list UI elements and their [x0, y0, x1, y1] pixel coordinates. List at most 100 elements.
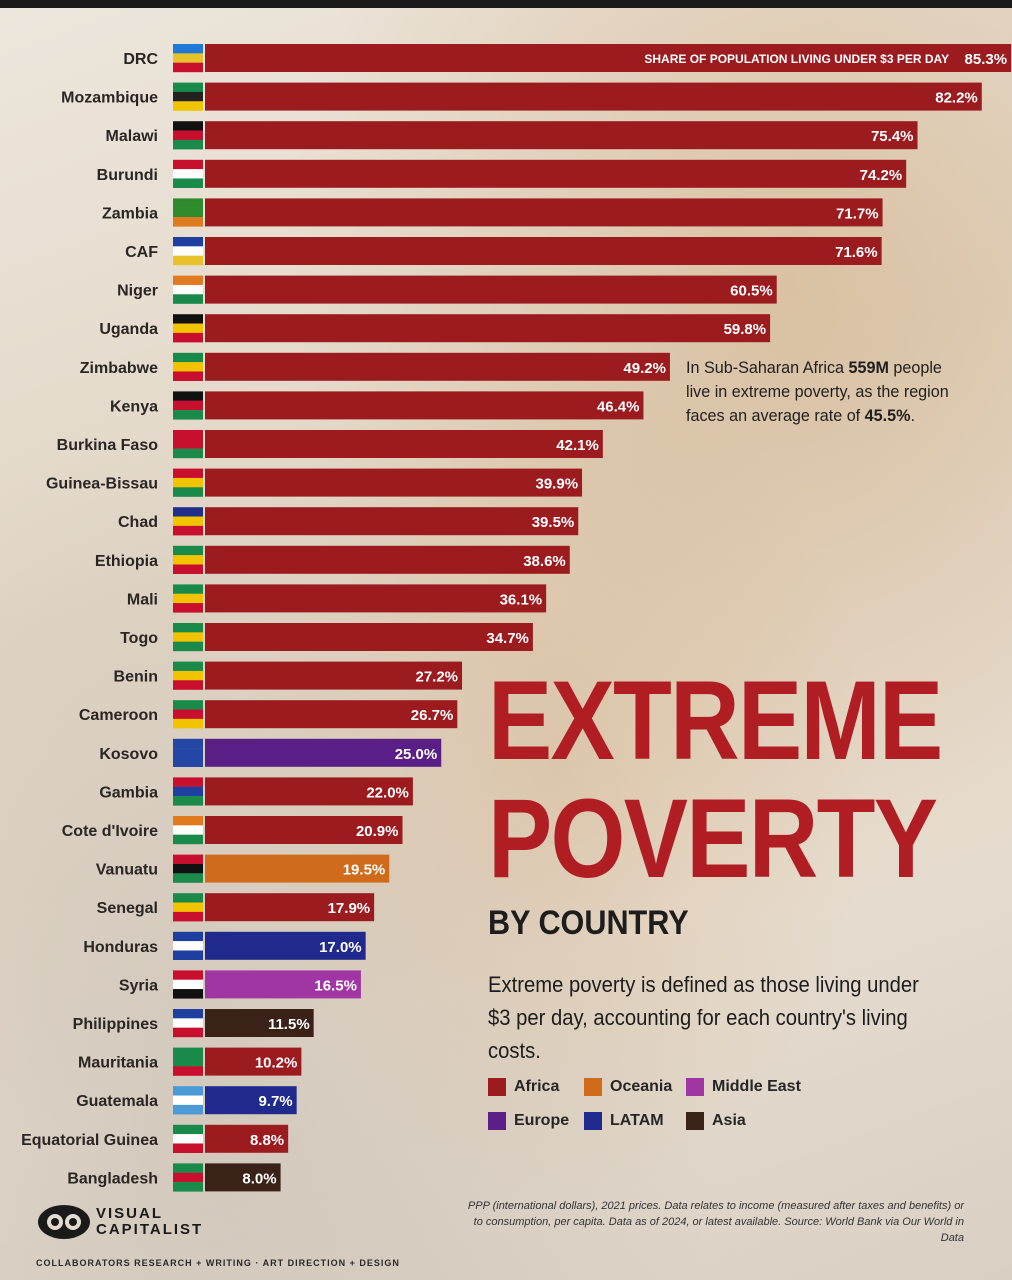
callout-prefix: In Sub-Saharan Africa	[686, 358, 849, 377]
value-label-cote-d-ivoire: 20.9%	[356, 823, 399, 840]
country-label-equatorial-guinea: Equatorial Guinea	[21, 1132, 158, 1149]
country-label-kenya: Kenya	[110, 398, 158, 415]
country-label-chad: Chad	[118, 514, 158, 531]
country-label-drc: DRC	[123, 51, 158, 68]
flag-syria-icon	[173, 970, 203, 999]
country-label-niger: Niger	[117, 283, 158, 300]
bar-togo	[205, 623, 533, 651]
country-label-cote-d-ivoire: Cote d'Ivoire	[62, 823, 158, 840]
legend-item-oceania: Oceania	[584, 1078, 672, 1096]
value-label-benin: 27.2%	[415, 669, 458, 686]
flag-mauritania-icon	[173, 1047, 203, 1076]
legend-swatch-latam	[584, 1112, 602, 1130]
bar-syria	[205, 970, 361, 999]
value-label-drc: 85.3%	[965, 51, 1008, 68]
country-label-mauritania: Mauritania	[78, 1055, 158, 1072]
flag-mozambique-icon	[173, 82, 203, 111]
country-label-zambia: Zambia	[102, 205, 158, 222]
value-axis-title: SHARE OF POPULATION LIVING UNDER $3 PER …	[644, 52, 949, 66]
flag-niger-icon	[173, 275, 203, 304]
legend-label-latam: LATAM	[610, 1112, 664, 1129]
value-label-zambia: 71.7%	[836, 205, 879, 222]
value-label-malawi: 75.4%	[871, 128, 914, 145]
country-label-senegal: Senegal	[97, 900, 158, 917]
visual-capitalist-logo-icon	[38, 1205, 90, 1239]
country-label-zimbabwe: Zimbabwe	[80, 360, 158, 377]
value-label-kosovo: 25.0%	[395, 746, 438, 763]
value-label-honduras: 17.0%	[319, 939, 362, 956]
flag-uganda-icon	[173, 314, 203, 343]
flag-vanuatu-icon	[173, 854, 203, 883]
flag-zambia-icon	[173, 198, 203, 227]
flag-zimbabwe-icon	[173, 352, 203, 381]
bar-uganda	[205, 314, 771, 343]
country-label-guatemala: Guatemala	[76, 1093, 158, 1110]
legend-label-asia: Asia	[712, 1112, 746, 1129]
flag-caf-icon	[173, 237, 203, 266]
value-label-mauritania: 10.2%	[255, 1055, 298, 1072]
value-label-caf: 71.6%	[835, 244, 878, 261]
country-label-honduras: Honduras	[83, 939, 158, 956]
country-label-malawi: Malawi	[106, 128, 158, 145]
country-label-uganda: Uganda	[99, 321, 158, 338]
country-label-syria: Syria	[119, 977, 158, 994]
bar-philippines	[205, 1009, 314, 1037]
country-label-mali: Mali	[127, 591, 158, 608]
bar-guinea-bissau	[205, 468, 583, 497]
value-label-kenya: 46.4%	[597, 398, 640, 415]
bar-burkina-faso	[205, 430, 603, 458]
credits-line: COLLABORATORS RESEARCH + WRITING · ART D…	[36, 1258, 400, 1268]
top-border	[0, 0, 1012, 8]
legend-item-latam: LATAM	[584, 1112, 664, 1130]
bar-bangladesh	[205, 1163, 281, 1192]
flag-guatemala-icon	[173, 1086, 203, 1115]
country-label-togo: Togo	[120, 630, 158, 647]
flag-malawi-icon	[173, 121, 203, 150]
callout-population: 559M	[848, 358, 889, 377]
bar-benin	[205, 661, 463, 690]
country-label-bangladesh: Bangladesh	[67, 1170, 158, 1187]
flag-cameroon-icon	[173, 700, 203, 729]
value-label-zimbabwe: 49.2%	[623, 360, 666, 377]
flag-benin-icon	[173, 661, 203, 690]
value-label-bangladesh: 8.0%	[242, 1170, 276, 1187]
bar-chart: DRC SHARE OF POPULATION LIVING UNDER $3 P…	[21, 44, 1012, 1192]
flag-philippines-icon	[173, 1009, 203, 1038]
legend-label-middle-east: Middle East	[712, 1078, 801, 1095]
country-label-guinea-bissau: Guinea-Bissau	[46, 476, 158, 493]
legend-item-asia: Asia	[686, 1112, 746, 1130]
country-label-burkina-faso: Burkina Faso	[57, 437, 159, 454]
bar-zimbabwe	[205, 352, 670, 381]
value-label-syria: 16.5%	[314, 977, 357, 994]
country-label-vanuatu: Vanuatu	[96, 862, 158, 879]
legend-swatch-europe	[488, 1112, 506, 1130]
bar-cote-d-ivoire	[205, 816, 403, 844]
flag-burkina-faso-icon	[173, 430, 203, 459]
bar-caf	[205, 237, 882, 265]
legend-label-europe: Europe	[514, 1112, 570, 1129]
bar-mali	[205, 584, 547, 613]
bar-malawi	[205, 121, 918, 150]
country-label-cameroon: Cameroon	[79, 707, 158, 724]
bar-honduras	[205, 931, 366, 960]
value-label-guatemala: 9.7%	[258, 1093, 292, 1110]
value-label-equatorial-guinea: 8.8%	[250, 1132, 284, 1149]
flag-cote-divoire-icon	[173, 816, 203, 845]
headline-line1: EXTREME	[488, 658, 943, 783]
value-label-gambia: 22.0%	[366, 784, 409, 801]
legend-swatch-middle-east	[686, 1078, 704, 1096]
bar-mozambique	[205, 82, 982, 111]
country-label-gambia: Gambia	[99, 784, 158, 801]
legend-item-europe: Europe	[488, 1112, 569, 1130]
value-label-mali: 36.1%	[500, 591, 543, 608]
flag-gambia-icon	[173, 777, 203, 806]
value-label-senegal: 17.9%	[328, 900, 371, 917]
bar-burundi	[205, 159, 907, 188]
logo-line2: CAPITALIST	[96, 1221, 204, 1238]
bar-vanuatu	[205, 854, 390, 883]
callout-note: In Sub-Saharan Africa 559M people live i…	[686, 356, 962, 428]
country-label-burundi: Burundi	[97, 167, 158, 184]
flag-equatorial-guinea-icon	[173, 1124, 203, 1153]
flag-kenya-icon	[173, 391, 203, 420]
flag-drc-icon	[173, 44, 203, 73]
